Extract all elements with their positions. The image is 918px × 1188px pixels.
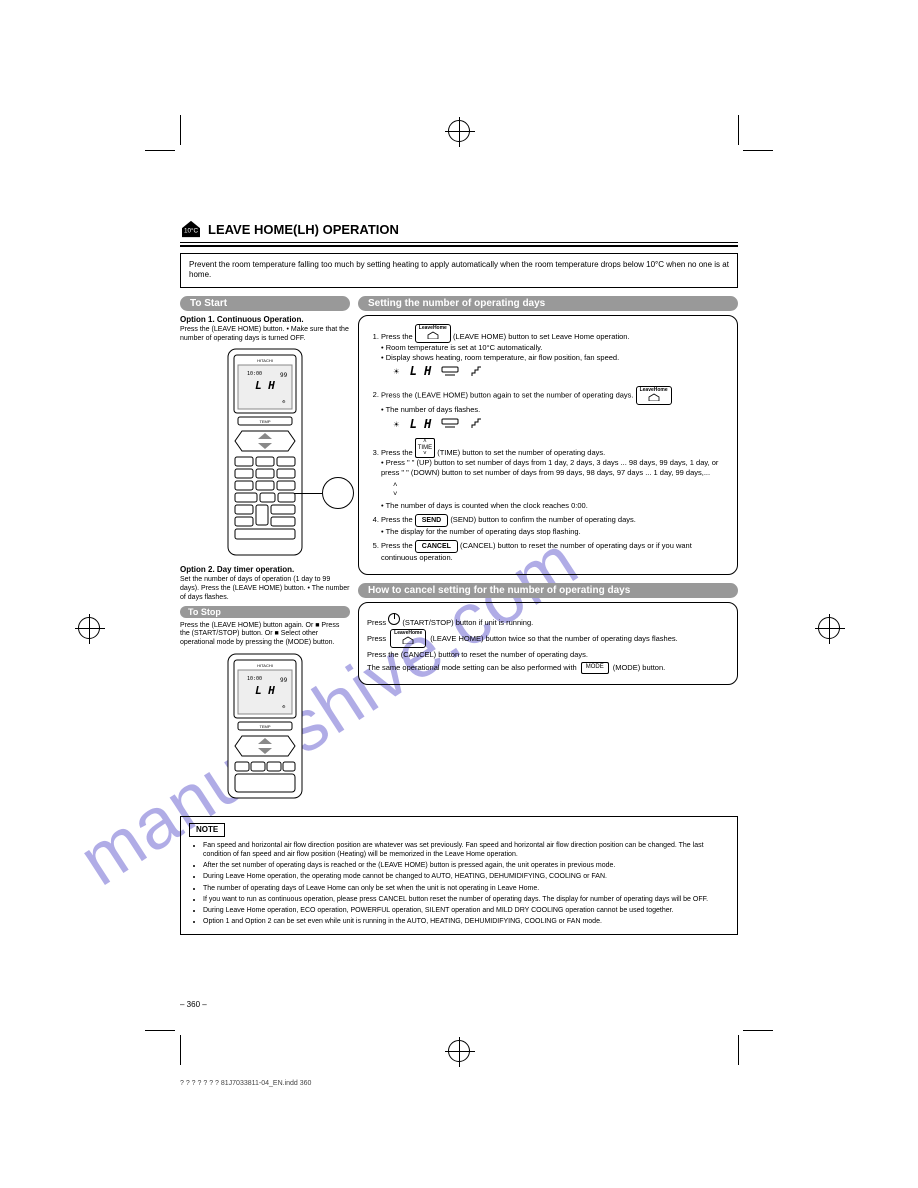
step1-note1: • Room temperature is set at 10°C automa… (381, 343, 729, 353)
footer-metadata: ? ? ? ? ? ? ? 81J7033811-04_EN.indd 360 (180, 1080, 311, 1087)
lh-indicator: L H (410, 417, 432, 433)
note-item: Option 1 and Option 2 can be set even wh… (203, 917, 729, 926)
right-column: Setting the number of operating days Pre… (358, 296, 738, 808)
instructions-panel: Press the LeaveHome (LEAVE HOME) button … (358, 315, 738, 575)
registration-mark-icon (818, 617, 840, 639)
svg-text:TEMP: TEMP (259, 724, 270, 729)
howto-line3: Press the (CANCEL) button to reset the n… (367, 650, 729, 660)
airflow-icon (441, 366, 459, 379)
sun-icon: ☀ (393, 367, 400, 377)
svg-text:99: 99 (280, 372, 288, 379)
lh-indicator: L H (410, 364, 432, 380)
svg-text:L H: L H (255, 684, 275, 697)
step2-note: • The number of days flashes. (381, 405, 729, 415)
howto-cancel-pill: How to cancel setting for the number of … (358, 583, 738, 598)
note-item: If you want to run as continuous operati… (203, 895, 729, 904)
crop-mark (145, 1030, 175, 1031)
up-down-icons: ˄˅ (393, 480, 729, 500)
page-number: – 360 – (180, 1000, 207, 1009)
callout-circle (322, 477, 354, 509)
remote-illustration-closed: HITACHI 10:00 99 L H ⚙ TEMP (222, 652, 308, 800)
cancel-button-icon: CANCEL (415, 540, 458, 553)
lcd-display-row: ☀ L H (393, 364, 729, 380)
home-10c-icon: 10°C (180, 220, 202, 238)
manual-page: 10°C LEAVE HOME(LH) OPERATION Prevent th… (180, 220, 738, 935)
mode-button-icon: MODE (581, 662, 609, 674)
start-pill: To Start (180, 296, 350, 311)
crop-mark (743, 150, 773, 151)
divider (180, 245, 738, 247)
left-column: To Start Option 1. Continuous Operation.… (180, 296, 350, 808)
time-button-icon: ˄ TIME ˅ (415, 438, 435, 458)
svg-text:99: 99 (280, 677, 288, 684)
fan-speed-icon (469, 365, 483, 380)
remote-illustration-open: HITACHI 10:00 99 L H ⚙ TEMP (222, 347, 308, 557)
step-5: Press the CANCEL (CANCEL) button to rese… (381, 540, 729, 563)
note-item: Fan speed and horizontal air flow direct… (203, 841, 729, 859)
note-label: NOTE (189, 823, 225, 837)
step-2: Press the (LEAVE HOME) button again to s… (381, 386, 729, 432)
leave-home-button-icon: LeaveHome (636, 386, 672, 405)
callout-line (294, 493, 322, 494)
registration-mark-icon (448, 1040, 470, 1062)
stop-body: Press the (LEAVE HOME) button again. Or … (180, 622, 350, 648)
setting-pill: Setting the number of operating days (358, 296, 738, 311)
intro-box: Prevent the room temperature falling too… (180, 253, 738, 288)
step-1: Press the LeaveHome (LEAVE HOME) button … (381, 324, 729, 380)
crop-mark (145, 150, 175, 151)
divider (180, 242, 738, 243)
step-4: Press the SEND (SEND) button to confirm … (381, 514, 729, 537)
svg-text:10:00: 10:00 (247, 676, 262, 682)
leave-home-button-icon: LeaveHome (415, 324, 451, 343)
howto-cancel-panel: Press (START/STOP) button if unit is run… (358, 602, 738, 685)
airflow-icon (441, 418, 459, 431)
note-list: Fan speed and horizontal air flow direct… (189, 841, 729, 926)
option1-heading: Option 1. Continuous Operation. (180, 315, 350, 324)
crop-mark (180, 115, 181, 145)
crop-mark (743, 1030, 773, 1031)
power-icon (388, 613, 400, 625)
option1-body: Press the (LEAVE HOME) button. • Make su… (180, 326, 350, 344)
step3-note1: • Press " " (UP) button to set number of… (381, 458, 729, 478)
option2-heading: Option 2. Day timer operation. (180, 565, 350, 574)
send-button-icon: SEND (415, 514, 448, 527)
note-item: The number of operating days of Leave Ho… (203, 884, 729, 893)
note-item: During Leave Home operation, ECO operati… (203, 906, 729, 915)
leave-home-button-icon: LeaveHome (390, 629, 426, 648)
page-heading: 10°C LEAVE HOME(LH) OPERATION (180, 220, 738, 238)
registration-mark-icon (448, 120, 470, 142)
step-3: Press the ˄ TIME ˅ (TIME) button to set … (381, 438, 729, 511)
crop-mark (180, 1035, 181, 1065)
crop-mark (738, 1035, 739, 1065)
svg-text:TEMP: TEMP (259, 419, 270, 424)
svg-text:10:00: 10:00 (247, 371, 262, 377)
note-item: During Leave Home operation, the operati… (203, 872, 729, 881)
svg-text:⚙: ⚙ (282, 399, 286, 404)
step1-note2: • Display shows heating, room temperatur… (381, 353, 729, 363)
step3-note2: • The number of days is counted when the… (381, 501, 729, 511)
note-box: NOTE Fan speed and horizontal air flow d… (180, 816, 738, 935)
svg-text:HITACHI: HITACHI (257, 663, 273, 668)
crop-mark (738, 115, 739, 145)
svg-text:10°C: 10°C (184, 227, 199, 235)
page-title: LEAVE HOME(LH) OPERATION (208, 222, 399, 237)
svg-text:L H: L H (255, 379, 275, 392)
stop-pill: To Stop (180, 606, 350, 618)
option2-body: Set the number of days of operation (1 d… (180, 576, 350, 602)
svg-text:⚙: ⚙ (282, 704, 286, 709)
note-item: After the set number of operating days i… (203, 861, 729, 870)
registration-mark-icon (78, 617, 100, 639)
fan-speed-icon (469, 417, 483, 432)
sun-icon: ☀ (393, 420, 400, 430)
svg-text:HITACHI: HITACHI (257, 358, 273, 363)
lcd-display-row: ☀ L H (393, 417, 729, 433)
step4-note: • The display for the number of operatin… (381, 527, 729, 537)
